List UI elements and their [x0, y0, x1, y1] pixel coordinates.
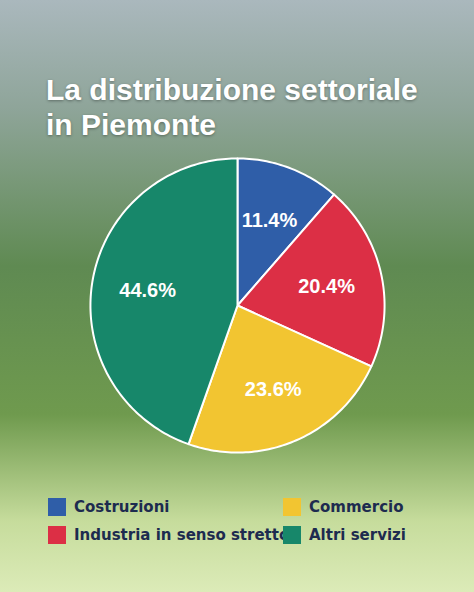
html-text:Altri servizi: Altri servizi — [309, 526, 406, 544]
svg-text:11.4%: 11.4% — [242, 209, 298, 231]
html-text:Costruzioni: Costruzioni — [74, 498, 170, 516]
svg-text:20.4%: 20.4% — [298, 275, 355, 297]
svg-text:23.6%: 23.6% — [245, 378, 302, 400]
html-text:La distribuzione settoriale in: La distribuzione settoriale in Piemonte — [46, 73, 418, 141]
html-text:Commercio: Commercio — [309, 498, 404, 516]
svg-text:44.6%: 44.6% — [119, 279, 176, 301]
html-text:Industria in senso stretto: Industria in senso stretto — [74, 526, 290, 544]
